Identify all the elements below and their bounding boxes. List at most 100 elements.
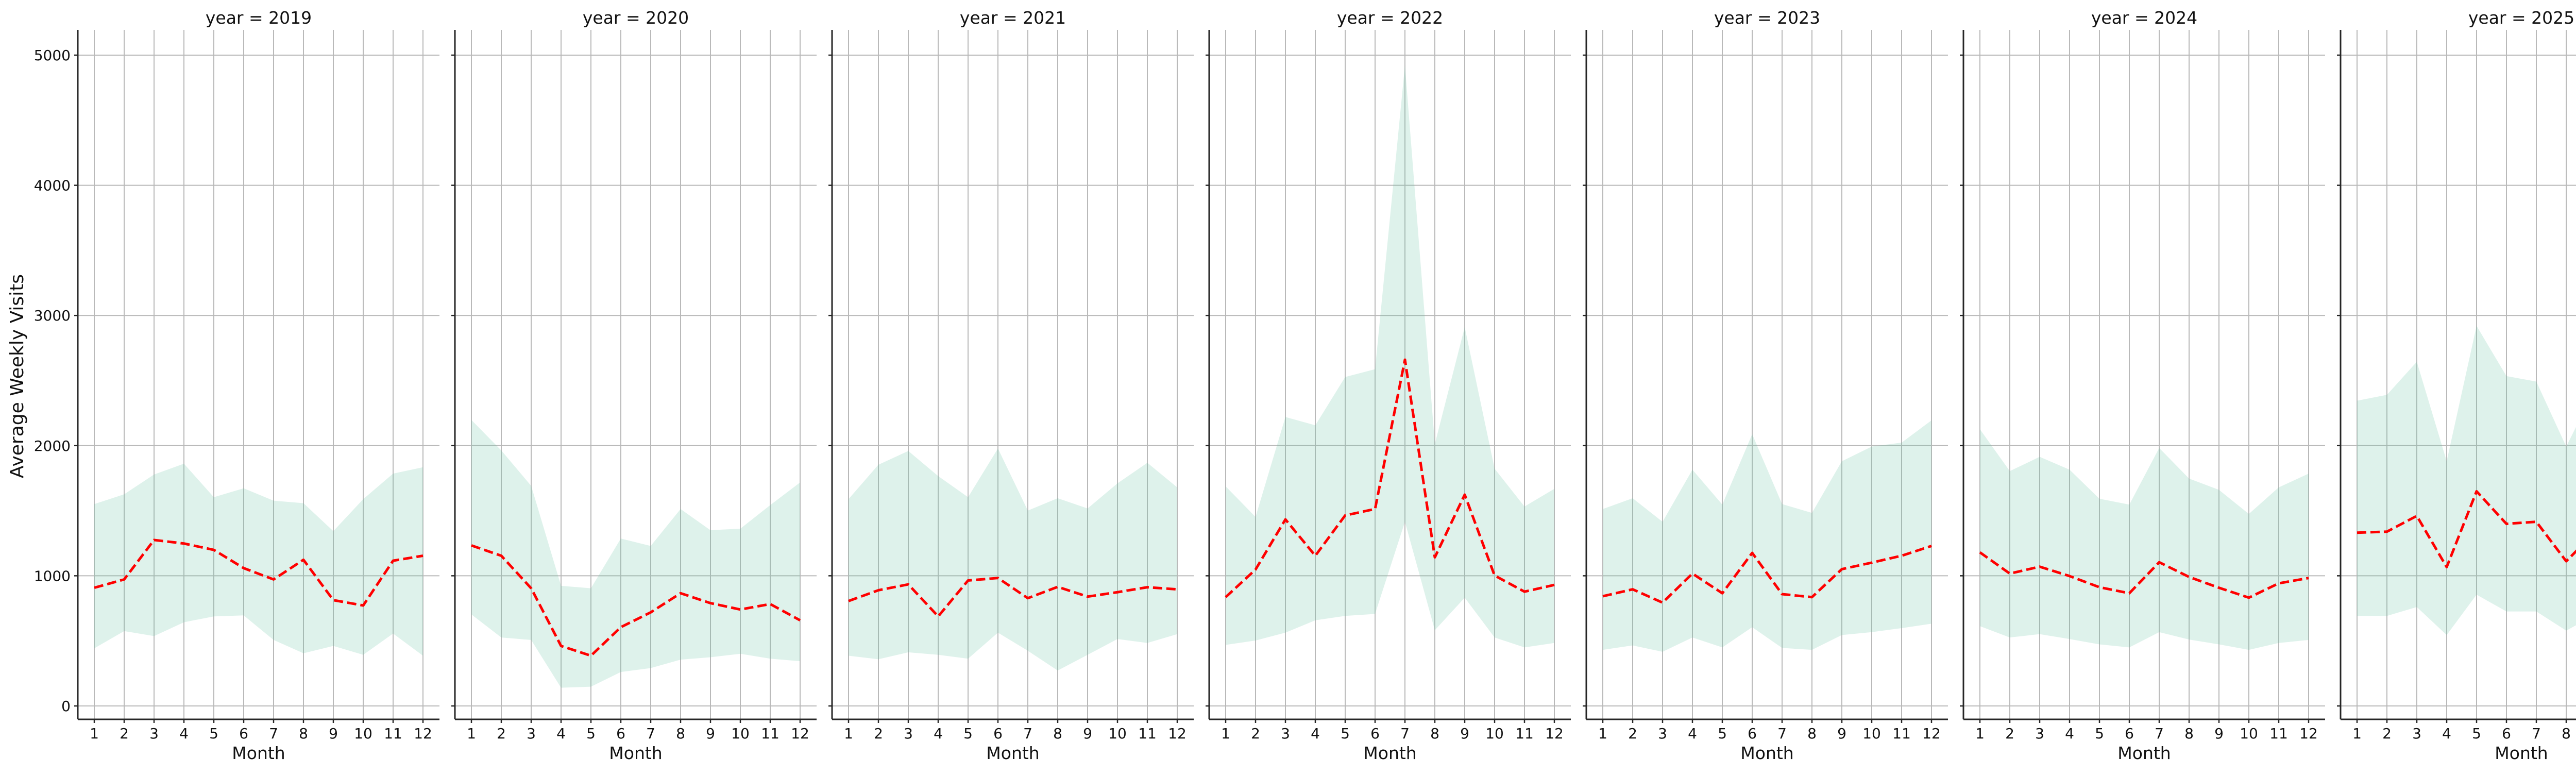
x-tick-label: 3 [2035, 725, 2044, 742]
x-tick-label: 1 [90, 725, 99, 742]
percentile-band [2357, 326, 2576, 635]
y-tick-label: 4000 [34, 177, 71, 194]
x-tick-label: 3 [2412, 725, 2421, 742]
x-tick-label: 1 [467, 725, 476, 742]
x-tick-label: 12 [1168, 725, 1187, 742]
median-line [1225, 358, 1555, 598]
percentile-band [1226, 65, 1554, 648]
x-tick-label: 4 [179, 725, 189, 742]
x-tick-label: 9 [2214, 725, 2224, 742]
x-tick-label: 8 [676, 725, 685, 742]
x-tick-label: 2 [2005, 725, 2014, 742]
x-tick-label: 7 [646, 725, 655, 742]
x-tick-label: 9 [706, 725, 715, 742]
x-tick-label: 9 [1083, 725, 1092, 742]
x-tick-label: 8 [1430, 725, 1439, 742]
x-axis-label: Month [232, 743, 285, 763]
x-tick-label: 2 [1251, 725, 1260, 742]
median-line [94, 538, 423, 607]
y-tick-label: 5000 [34, 47, 71, 64]
x-tick-label: 4 [2065, 725, 2074, 742]
x-tick-label: 7 [1777, 725, 1787, 742]
x-tick-label: 12 [791, 725, 809, 742]
x-tick-label: 1 [1221, 725, 1230, 742]
x-tick-label: 8 [299, 725, 308, 742]
x-tick-label: 4 [934, 725, 943, 742]
median-line [1979, 551, 2309, 599]
median-line [1602, 545, 1932, 604]
x-tick-label: 7 [269, 725, 278, 742]
median-line [2357, 490, 2576, 568]
panel-title: year = 2021 [960, 8, 1066, 28]
x-tick-label: 4 [1688, 725, 1697, 742]
percentile-band [849, 448, 1177, 671]
percentile-band [471, 420, 800, 688]
x-tick-label: 6 [616, 725, 625, 742]
percentile-band [1603, 420, 1931, 652]
x-tick-label: 1 [1598, 725, 1607, 742]
percentile-band [94, 463, 423, 656]
x-axis-label: Month [1740, 743, 1793, 763]
x-tick-label: 5 [2472, 725, 2481, 742]
x-tick-label: 2 [120, 725, 129, 742]
x-tick-label: 9 [1460, 725, 1469, 742]
x-tick-label: 11 [1515, 725, 1534, 742]
panel-title: year = 2024 [2091, 8, 2197, 28]
y-tick-label: 2000 [34, 437, 71, 454]
x-axis-label: Month [1363, 743, 1416, 763]
percentile-band [1980, 429, 2309, 650]
x-tick-label: 11 [384, 725, 402, 742]
median-line [471, 544, 801, 657]
x-tick-label: 9 [329, 725, 338, 742]
x-tick-label: 11 [1892, 725, 1911, 742]
x-tick-label: 10 [1862, 725, 1881, 742]
x-tick-label: 11 [1138, 725, 1157, 742]
x-tick-label: 5 [963, 725, 973, 742]
x-tick-label: 6 [1748, 725, 1757, 742]
x-tick-label: 5 [1341, 725, 1350, 742]
x-tick-label: 3 [1658, 725, 1667, 742]
x-tick-label: 10 [731, 725, 750, 742]
x-tick-label: 4 [556, 725, 566, 742]
x-tick-label: 1 [1975, 725, 1985, 742]
x-tick-label: 8 [2184, 725, 2194, 742]
x-tick-label: 10 [354, 725, 372, 742]
x-tick-label: 7 [2532, 725, 2541, 742]
x-tick-label: 1 [2352, 725, 2362, 742]
x-tick-label: 3 [1281, 725, 1290, 742]
x-tick-label: 8 [1053, 725, 1062, 742]
panel-title: year = 2025 [2468, 8, 2574, 28]
x-tick-label: 5 [586, 725, 596, 742]
x-tick-label: 3 [527, 725, 536, 742]
panel-title: year = 2022 [1337, 8, 1443, 28]
x-tick-label: 7 [2155, 725, 2164, 742]
x-tick-label: 6 [1370, 725, 1380, 742]
x-tick-label: 11 [761, 725, 779, 742]
median-line [848, 577, 1178, 618]
x-tick-label: 3 [904, 725, 913, 742]
x-tick-label: 2 [1628, 725, 1637, 742]
y-tick-label: 1000 [34, 567, 71, 584]
y-tick-label: 0 [61, 698, 71, 715]
x-tick-label: 11 [2269, 725, 2288, 742]
x-tick-label: 4 [1311, 725, 1320, 742]
x-tick-label: 6 [993, 725, 1003, 742]
x-tick-label: 10 [1485, 725, 1504, 742]
x-tick-label: 6 [2502, 725, 2511, 742]
x-tick-label: 2 [874, 725, 883, 742]
x-tick-label: 5 [2095, 725, 2104, 742]
x-tick-label: 12 [414, 725, 432, 742]
x-tick-label: 9 [1837, 725, 1846, 742]
panel-title: year = 2023 [1714, 8, 1820, 28]
x-tick-label: 5 [1718, 725, 1727, 742]
x-tick-label: 5 [209, 725, 218, 742]
x-tick-label: 6 [2125, 725, 2134, 742]
